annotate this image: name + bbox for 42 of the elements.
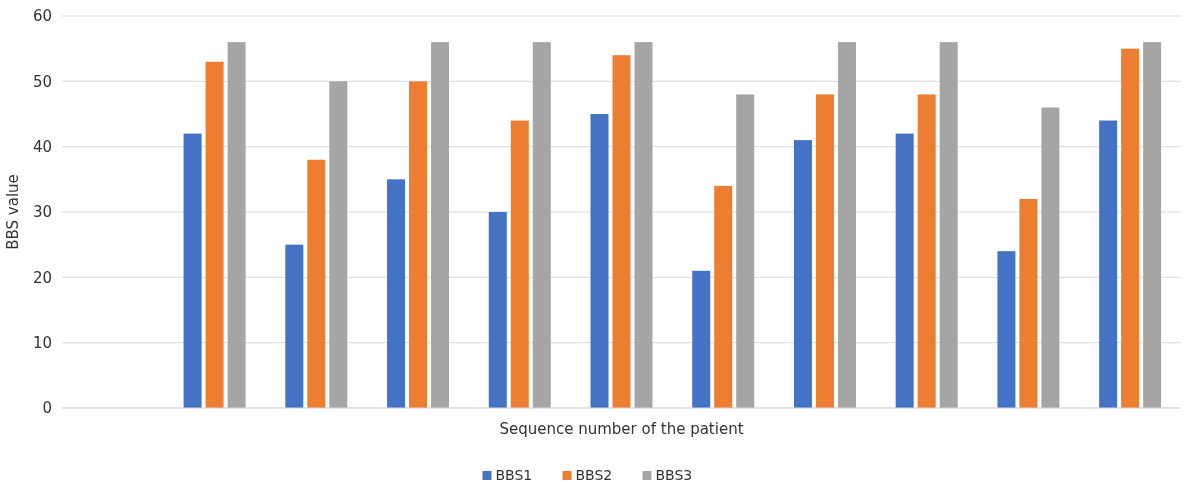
x-axis-title: Sequence number of the patient bbox=[499, 420, 744, 438]
bar bbox=[205, 61, 224, 408]
y-tick-label: 20 bbox=[32, 268, 52, 287]
y-tick-label: 0 bbox=[42, 399, 52, 418]
bar bbox=[612, 55, 631, 408]
bar bbox=[714, 185, 733, 408]
bar bbox=[815, 94, 834, 408]
bar bbox=[917, 94, 936, 408]
bar bbox=[510, 120, 529, 408]
bar bbox=[488, 212, 507, 408]
bar bbox=[183, 133, 202, 408]
bar bbox=[1143, 42, 1162, 408]
bar bbox=[939, 42, 958, 408]
bar bbox=[532, 42, 551, 408]
bar bbox=[895, 133, 914, 408]
y-tick-label: 10 bbox=[32, 333, 52, 352]
bar bbox=[837, 42, 856, 408]
bar bbox=[1099, 120, 1118, 408]
bar bbox=[1041, 107, 1060, 408]
bar bbox=[409, 81, 428, 408]
bar bbox=[736, 94, 755, 408]
bar bbox=[329, 81, 348, 408]
bar bbox=[431, 42, 450, 408]
bar bbox=[307, 159, 326, 408]
bar bbox=[634, 42, 653, 408]
legend-label: BBS3 bbox=[655, 467, 693, 484]
bar bbox=[227, 42, 246, 408]
bar bbox=[793, 140, 812, 408]
legend-label: BBS1 bbox=[495, 467, 533, 484]
y-tick-label: 40 bbox=[32, 137, 52, 156]
y-tick-label: 30 bbox=[32, 203, 52, 222]
bar bbox=[1121, 48, 1140, 408]
bar bbox=[285, 244, 304, 408]
bar bbox=[387, 179, 406, 408]
bar bbox=[590, 114, 609, 408]
y-tick-label: 60 bbox=[32, 7, 52, 26]
bar bbox=[692, 270, 711, 408]
legend-label: BBS2 bbox=[575, 467, 613, 484]
y-tick-label: 50 bbox=[32, 72, 52, 91]
bar bbox=[997, 251, 1016, 408]
y-axis-title: BBS value bbox=[4, 174, 22, 250]
bar bbox=[1019, 198, 1038, 408]
